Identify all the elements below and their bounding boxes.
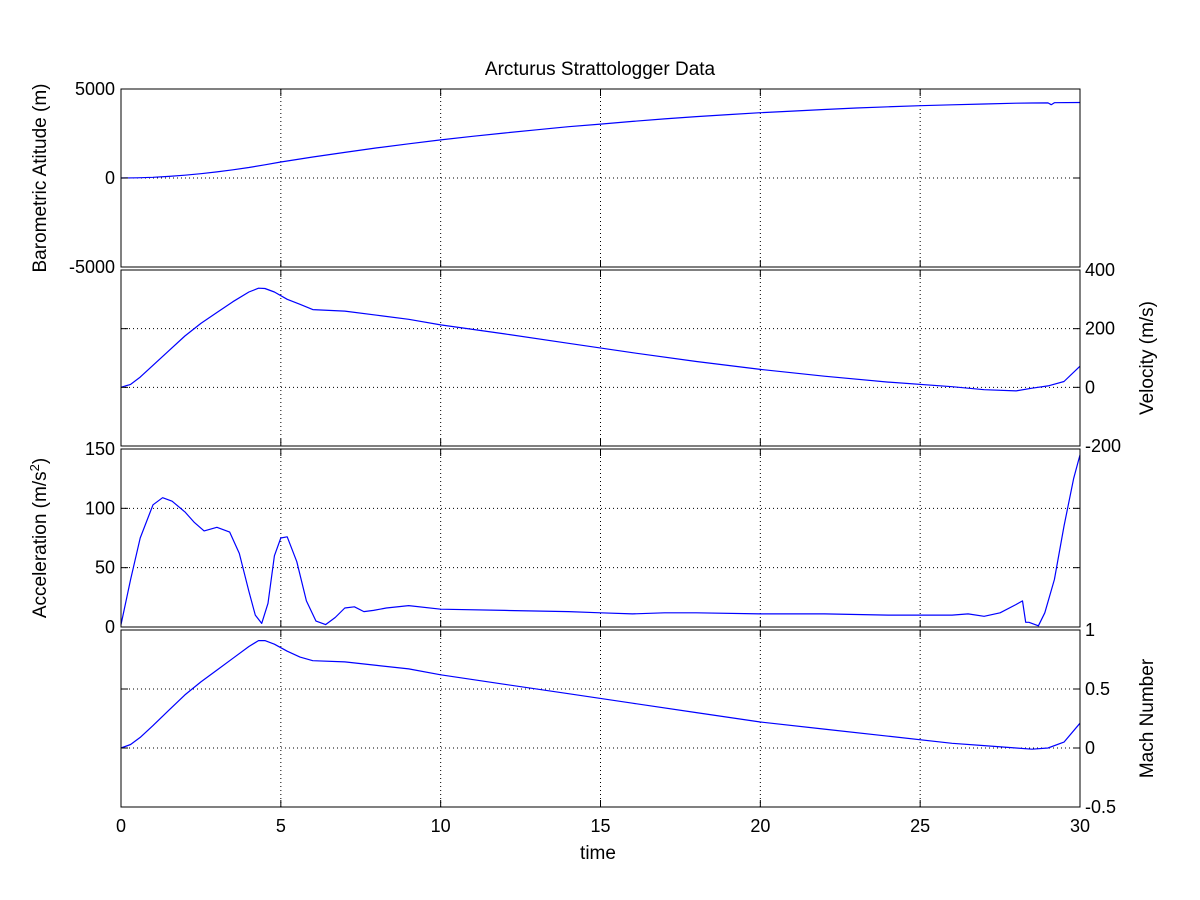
series-line: [120, 287, 1081, 392]
y-tick-label: 100: [85, 498, 115, 518]
y-tick-label: -200: [1085, 436, 1121, 456]
y-tick-label: 5000: [75, 79, 115, 99]
x-axis-label: time: [580, 843, 616, 864]
y-axis-label: Mach Number: [1137, 658, 1158, 778]
x-tick-label: 20: [750, 816, 770, 836]
y-axis-label: Barometric Atitude (m): [30, 84, 51, 273]
y-tick-label: 400: [1085, 260, 1115, 280]
x-tick-label: 10: [431, 816, 451, 836]
panel-3: 0 50 100 150 Acceleration (m/s2): [27, 439, 1081, 637]
x-tick-label: 15: [590, 816, 610, 836]
x-tick-label: 25: [910, 816, 930, 836]
x-tick-label: 0: [116, 816, 126, 836]
y-tick-label: 150: [85, 439, 115, 459]
series-line: [120, 454, 1081, 627]
x-tick-label: 5: [276, 816, 286, 836]
y-tick-label: 0: [1085, 738, 1095, 758]
y-tick-label: 50: [95, 558, 115, 578]
series-line: [120, 640, 1081, 750]
y-tick-label: 0.5: [1085, 679, 1110, 699]
y-tick-label: -5000: [69, 257, 115, 277]
y-tick-label: 0: [105, 168, 115, 188]
y-axis-label: Velocity (m/s): [1137, 301, 1158, 415]
chart-title: Arcturus Strattologger Data: [485, 59, 716, 80]
y-tick-label: 200: [1085, 319, 1115, 339]
y-tick-label: 0: [1085, 377, 1095, 397]
x-tick-label: 30: [1070, 816, 1090, 836]
panel-1: -5000 0 5000 Barometric Atitude (m): [30, 79, 1081, 277]
y-tick-label: 1: [1085, 620, 1095, 640]
panel-4: -0.5 0 0.5 1 Mach Number 0 5 10 15 20 25 30: [116, 620, 1158, 836]
panel-2: -200 0 200 400 Velocity (m/s): [120, 260, 1158, 456]
y-axis-label: Acceleration (m/s2): [27, 458, 51, 618]
y-tick-label: 0: [105, 617, 115, 637]
series-line: [120, 101, 1081, 179]
y-tick-label: -0.5: [1085, 797, 1116, 817]
